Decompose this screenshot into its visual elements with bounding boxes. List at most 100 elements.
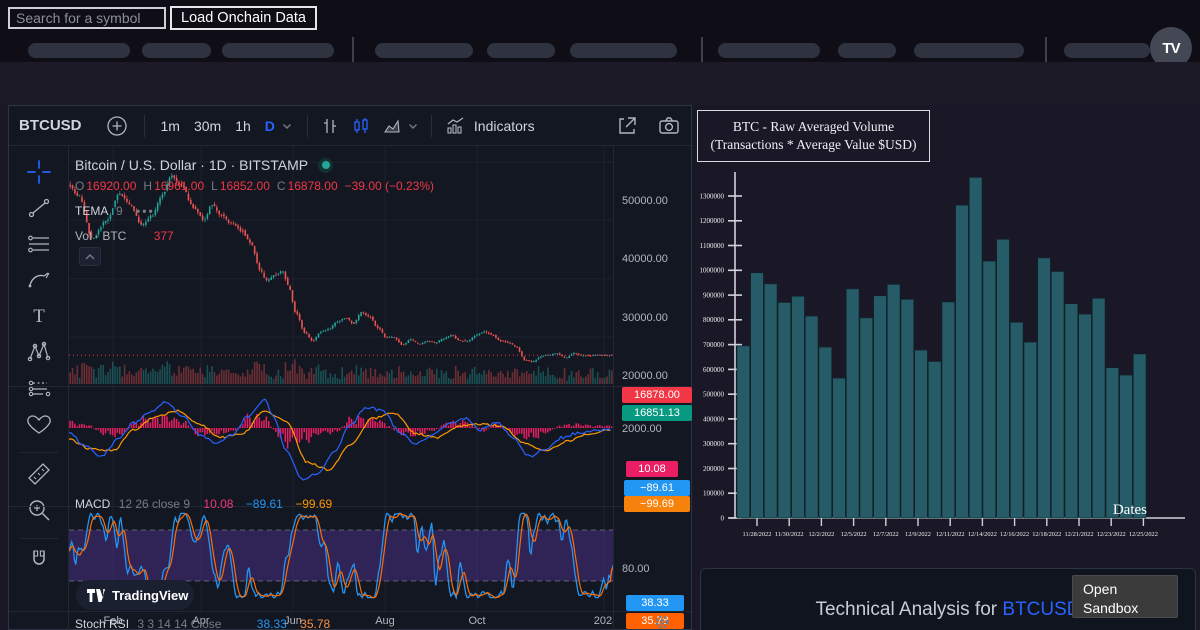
style-chevron-down-icon[interactable] [406,119,420,133]
ta-heading-symbol[interactable]: BTCUSD [1002,599,1081,620]
xabcd-pattern-icon[interactable] [25,338,53,366]
indicators-icon[interactable] [445,116,467,136]
svg-text:1200000: 1200000 [700,217,725,225]
nav-skeleton-pill [1064,43,1150,58]
stoch-legend[interactable]: Stoch RSI 3 3 14 14 Close 38.33 35.78 [75,617,330,630]
stoch-params: 3 3 14 14 Close [137,617,222,630]
svg-text:500000: 500000 [703,391,725,399]
volume-bar [873,295,887,519]
compare-add-icon[interactable] [106,115,128,137]
nav-skeleton-pill [718,43,820,58]
svg-text:700000: 700000 [703,341,725,349]
svg-text:0: 0 [721,514,725,522]
macd-signal-badge: −99.69 [624,496,690,512]
time-tick: Jun [284,615,302,627]
indicators-button[interactable]: Indicators [473,117,535,134]
text-tool-icon[interactable]: T [25,302,53,330]
volume-bar [818,346,832,519]
open-sandbox-button[interactable]: Open Sandbox [1072,575,1178,618]
svg-text:12/18/2022: 12/18/2022 [1032,531,1061,538]
load-onchain-data-button[interactable]: Load Onchain Data [170,6,317,30]
interval-1h[interactable]: 1h [235,117,251,134]
volume-bar [1023,341,1037,519]
svg-text:1100000: 1100000 [700,242,725,250]
price-axis[interactable]: 50000.00 40000.00 30000.00 20000.00 1687… [614,146,692,629]
fib-retracement-icon[interactable] [25,230,53,258]
time-tick: 2023 [593,615,613,627]
svg-text:600000: 600000 [703,366,725,374]
bars-style-icon[interactable] [320,116,340,136]
technical-analysis-heading: Technical Analysis for BTCUSD [701,599,1195,621]
volume-bar [1050,271,1065,519]
macd-hist-badge: 10.08 [626,461,678,477]
macd-signal-value: −99.69 [295,497,333,511]
svg-text:T: T [33,306,45,327]
svg-text:12/11/2022: 12/11/2022 [936,531,965,538]
nav-skeleton-pill [142,43,211,58]
tema-more-dots[interactable]: ••• [136,204,155,218]
forecast-tool-icon[interactable] [25,374,53,402]
time-axis[interactable]: Feb Apr Jun Aug Oct 2023 [69,611,613,630]
volume-bar [914,349,928,519]
interval-1m[interactable]: 1m [160,117,180,134]
volume-bar [846,288,860,519]
tema-legend-row[interactable]: TEMA 9 ••• [75,204,441,218]
chart-legend: Bitcoin / U.S. Dollar · 1D · BITSTAMP O 1… [75,157,441,243]
volume-bar [791,296,805,519]
zoom-in-icon[interactable] [25,496,53,524]
macd-legend[interactable]: MACD 12 26 close 9 10.08 −89.61 −99.69 [75,497,332,511]
legend-collapse-button[interactable] [79,247,101,266]
volume-legend-row[interactable]: Vol · BTC 377 [75,229,441,243]
volume-bar [1037,257,1051,519]
volume-bar [900,299,914,519]
candlestick-pane[interactable] [69,146,613,386]
symbol-button[interactable]: BTCUSD [19,117,82,134]
volume-bar [859,317,873,519]
svg-text:12/14/2022: 12/14/2022 [968,531,997,538]
interval-chevron-down-icon[interactable] [280,119,294,133]
measure-ruler-icon[interactable] [25,460,53,488]
svg-text:300000: 300000 [703,440,725,448]
magnet-icon[interactable] [25,546,53,574]
interval-1d[interactable]: D [264,117,275,134]
time-tick: Feb [103,615,123,627]
crosshair-icon[interactable] [25,158,53,186]
volume-value: 377 [153,229,174,243]
price-axis-separator [613,146,614,630]
area-style-icon[interactable] [382,116,402,136]
candles-style-icon[interactable] [351,116,371,136]
svg-text:12/7/2022: 12/7/2022 [873,531,899,538]
pane-separator[interactable] [9,506,691,507]
open-label: O [75,179,85,193]
svg-text:12/5/2022: 12/5/2022 [841,531,867,538]
high-value: 16961.00 [154,179,205,193]
volume-close-badge: 16851.13 [622,405,692,421]
volume-bar [1078,313,1092,519]
emoji-heart-icon[interactable] [25,410,53,438]
volume-bar [777,302,791,519]
trend-line-icon[interactable] [25,194,53,222]
macd-pane[interactable] [69,387,613,506]
share-icon[interactable] [615,114,639,138]
legend-title-row[interactable]: Bitcoin / U.S. Dollar · 1D · BITSTAMP [75,157,441,173]
brush-icon[interactable] [25,266,53,294]
nav-divider [701,37,703,62]
volume-bar [928,361,942,519]
nav-divider [352,37,354,62]
axis-settings-gear-icon[interactable] [653,613,671,630]
volume-bar [1105,367,1119,519]
stoch-rsi-pane[interactable] [69,507,613,611]
nav-skeleton-pill [375,43,473,58]
svg-text:11/30/2022: 11/30/2022 [775,531,804,538]
svg-text:12/21/2022: 12/21/2022 [1064,531,1093,538]
close-label: C [276,179,286,193]
tradingview-attribution-link[interactable]: TradingView [76,580,194,610]
toolbar-divider [306,114,308,137]
interval-30m[interactable]: 30m [193,117,222,134]
macd-line-badge: −89.61 [624,480,690,496]
symbol-search-input[interactable] [8,7,166,29]
volume-bar [764,283,778,519]
volume-chart-title: BTC - Raw Averaged Volume [732,119,895,135]
camera-icon[interactable] [657,114,681,138]
pane-separator[interactable] [9,386,691,387]
